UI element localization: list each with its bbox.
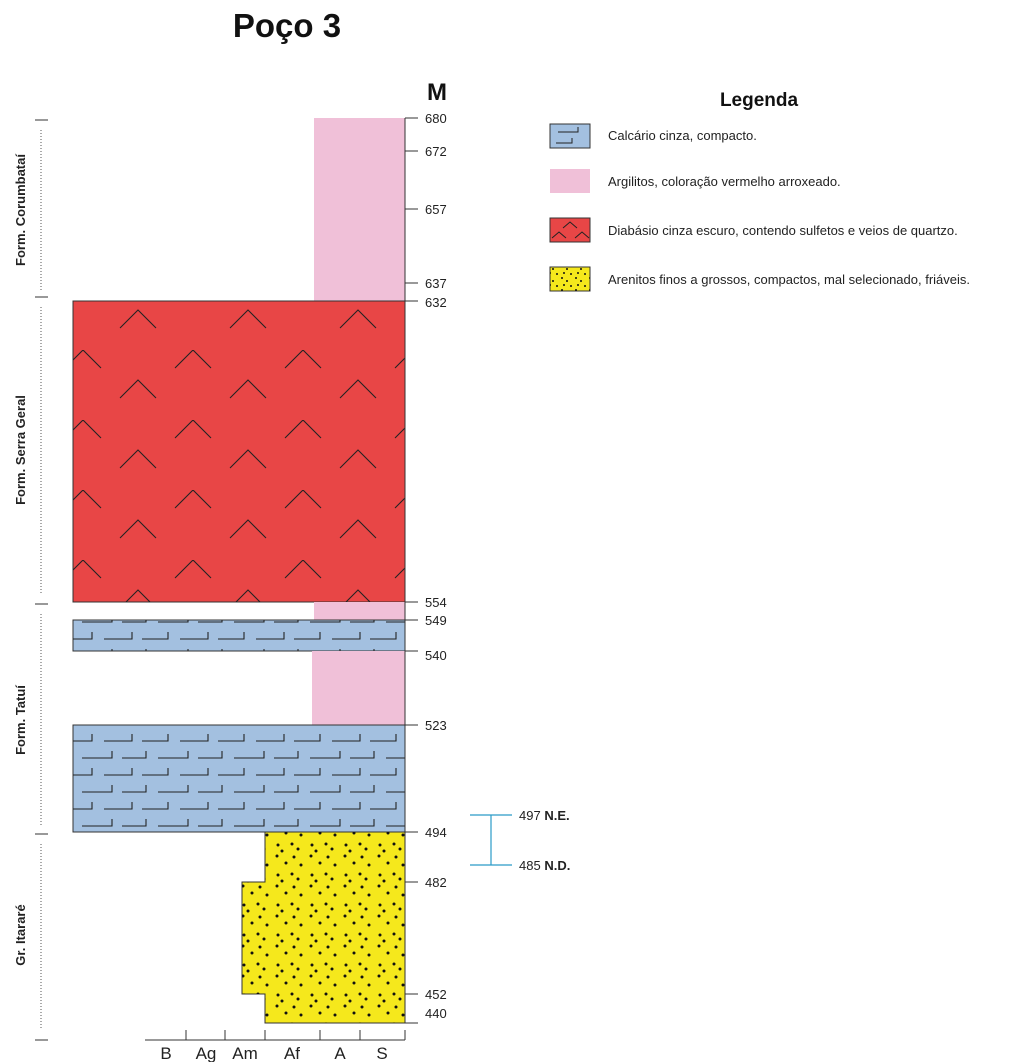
- depth-label: 637: [425, 276, 447, 291]
- depth-label: 554: [425, 595, 447, 610]
- formation-label-corumbatai: Form. Corumbataí: [13, 154, 28, 266]
- lithology-column: [72, 118, 406, 1024]
- water-level-indicator: 497 N.E. 485 N.D.: [470, 808, 570, 873]
- depth-label: 440: [425, 1006, 447, 1021]
- legend-diabase-icon: [551, 221, 590, 239]
- diabase-pattern: [73, 301, 405, 602]
- legend-title: Legenda: [720, 90, 799, 111]
- legend-label-sandstone: Arenitos finos a grossos, compactos, mal…: [608, 272, 970, 287]
- legend-label-diabase: Diabásio cinza escuro, contendo sulfetos…: [608, 223, 958, 238]
- claystone-layer-tatui: [312, 651, 405, 725]
- grain-label: S: [376, 1044, 387, 1062]
- sandstone-pattern: [242, 832, 405, 1023]
- legend: Legenda Calcário cinza, compacto. Argili…: [549, 90, 970, 292]
- claystone-layer-corumbatai: [314, 118, 405, 301]
- depth-label: 452: [425, 987, 447, 1002]
- legend-sandstone-icon: [550, 267, 590, 291]
- depth-label: 672: [425, 144, 447, 159]
- limestone-pattern-upper: [73, 620, 405, 651]
- depth-label: 482: [425, 875, 447, 890]
- formation-label-tatui: Form. Tatuí: [13, 685, 28, 755]
- depth-label: 549: [425, 613, 447, 628]
- grain-size-scale: B Ag Am Af A S: [145, 1030, 406, 1062]
- legend-swatch-limestone: [549, 123, 591, 149]
- legend-swatch-claystone: [550, 169, 590, 193]
- grain-label: Am: [232, 1044, 258, 1062]
- grain-label: Ag: [196, 1044, 217, 1062]
- page-title: Poço 3: [233, 7, 341, 44]
- legend-limestone-icon: [556, 127, 579, 144]
- depth-axis: 680 672 657 637 632 554 549 540 523 494 …: [405, 111, 447, 1024]
- depth-label: 657: [425, 202, 447, 217]
- legend-label-limestone: Calcário cinza, compacto.: [608, 128, 757, 143]
- static-level-label: 497 N.E.: [519, 808, 570, 823]
- depth-label: 680: [425, 111, 447, 126]
- depth-label: 494: [425, 825, 447, 840]
- legend-label-claystone: Argilitos, coloração vermelho arroxeado.: [608, 174, 841, 189]
- grain-label: A: [334, 1044, 346, 1062]
- depth-label: 540: [425, 648, 447, 663]
- formation-brackets: Form. Corumbataí Form. Serra Geral Form.…: [13, 119, 48, 1041]
- dynamic-level-label: 485 N.D.: [519, 858, 570, 873]
- formation-label-itarare: Gr. Itararé: [13, 904, 28, 965]
- grain-label: B: [160, 1044, 171, 1062]
- depth-unit-label: M: [427, 79, 447, 106]
- formation-label-serra-geral: Form. Serra Geral: [13, 395, 28, 505]
- limestone-pattern-lower: [73, 725, 405, 832]
- depth-label: 523: [425, 718, 447, 733]
- grain-label: Af: [284, 1044, 300, 1062]
- claystone-layer-upper-tatui: [314, 602, 405, 620]
- depth-label: 632: [425, 295, 447, 310]
